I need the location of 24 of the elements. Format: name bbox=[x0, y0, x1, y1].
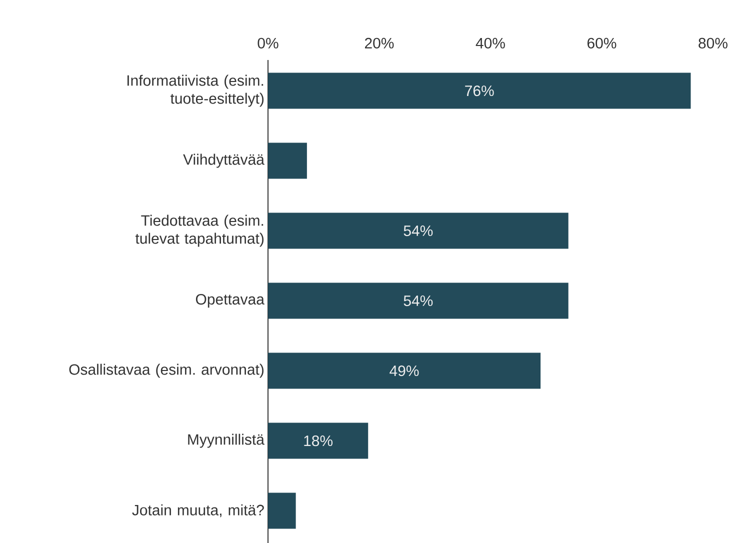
data-label: 54% bbox=[404, 296, 433, 306]
y-tick-label: Jotain muuta, mitä? bbox=[132, 504, 264, 518]
data-label: 76% bbox=[465, 85, 494, 96]
y-tick-label: Tiedottavaa (esim. tulevat tapahtumat) bbox=[135, 214, 264, 247]
data-label: 18% bbox=[304, 435, 333, 446]
bar bbox=[268, 212, 568, 249]
bar bbox=[268, 352, 541, 389]
bar bbox=[268, 142, 307, 179]
y-tick-label: Viihdyttävää bbox=[183, 154, 264, 168]
data-label: 54% bbox=[404, 226, 433, 236]
x-tick-label: 60% bbox=[588, 38, 616, 48]
bar bbox=[268, 422, 368, 459]
x-tick-label: 80% bbox=[698, 38, 728, 48]
bar bbox=[268, 282, 568, 319]
x-tick-label: 0% bbox=[258, 38, 278, 48]
bar bbox=[268, 72, 691, 109]
x-tick-label: 20% bbox=[364, 38, 394, 48]
y-tick-label: Informatiivista (esim. tuote-esittelyt) bbox=[127, 74, 264, 107]
y-tick-label: Myynnillistä bbox=[188, 434, 264, 448]
x-tick-label: 40% bbox=[476, 38, 505, 48]
y-tick-label: Opettavaa bbox=[196, 294, 264, 308]
y-tick-label: Osallistavaa (esim. arvonnat) bbox=[69, 364, 264, 378]
data-label: 49% bbox=[390, 365, 419, 376]
bar bbox=[268, 492, 296, 529]
